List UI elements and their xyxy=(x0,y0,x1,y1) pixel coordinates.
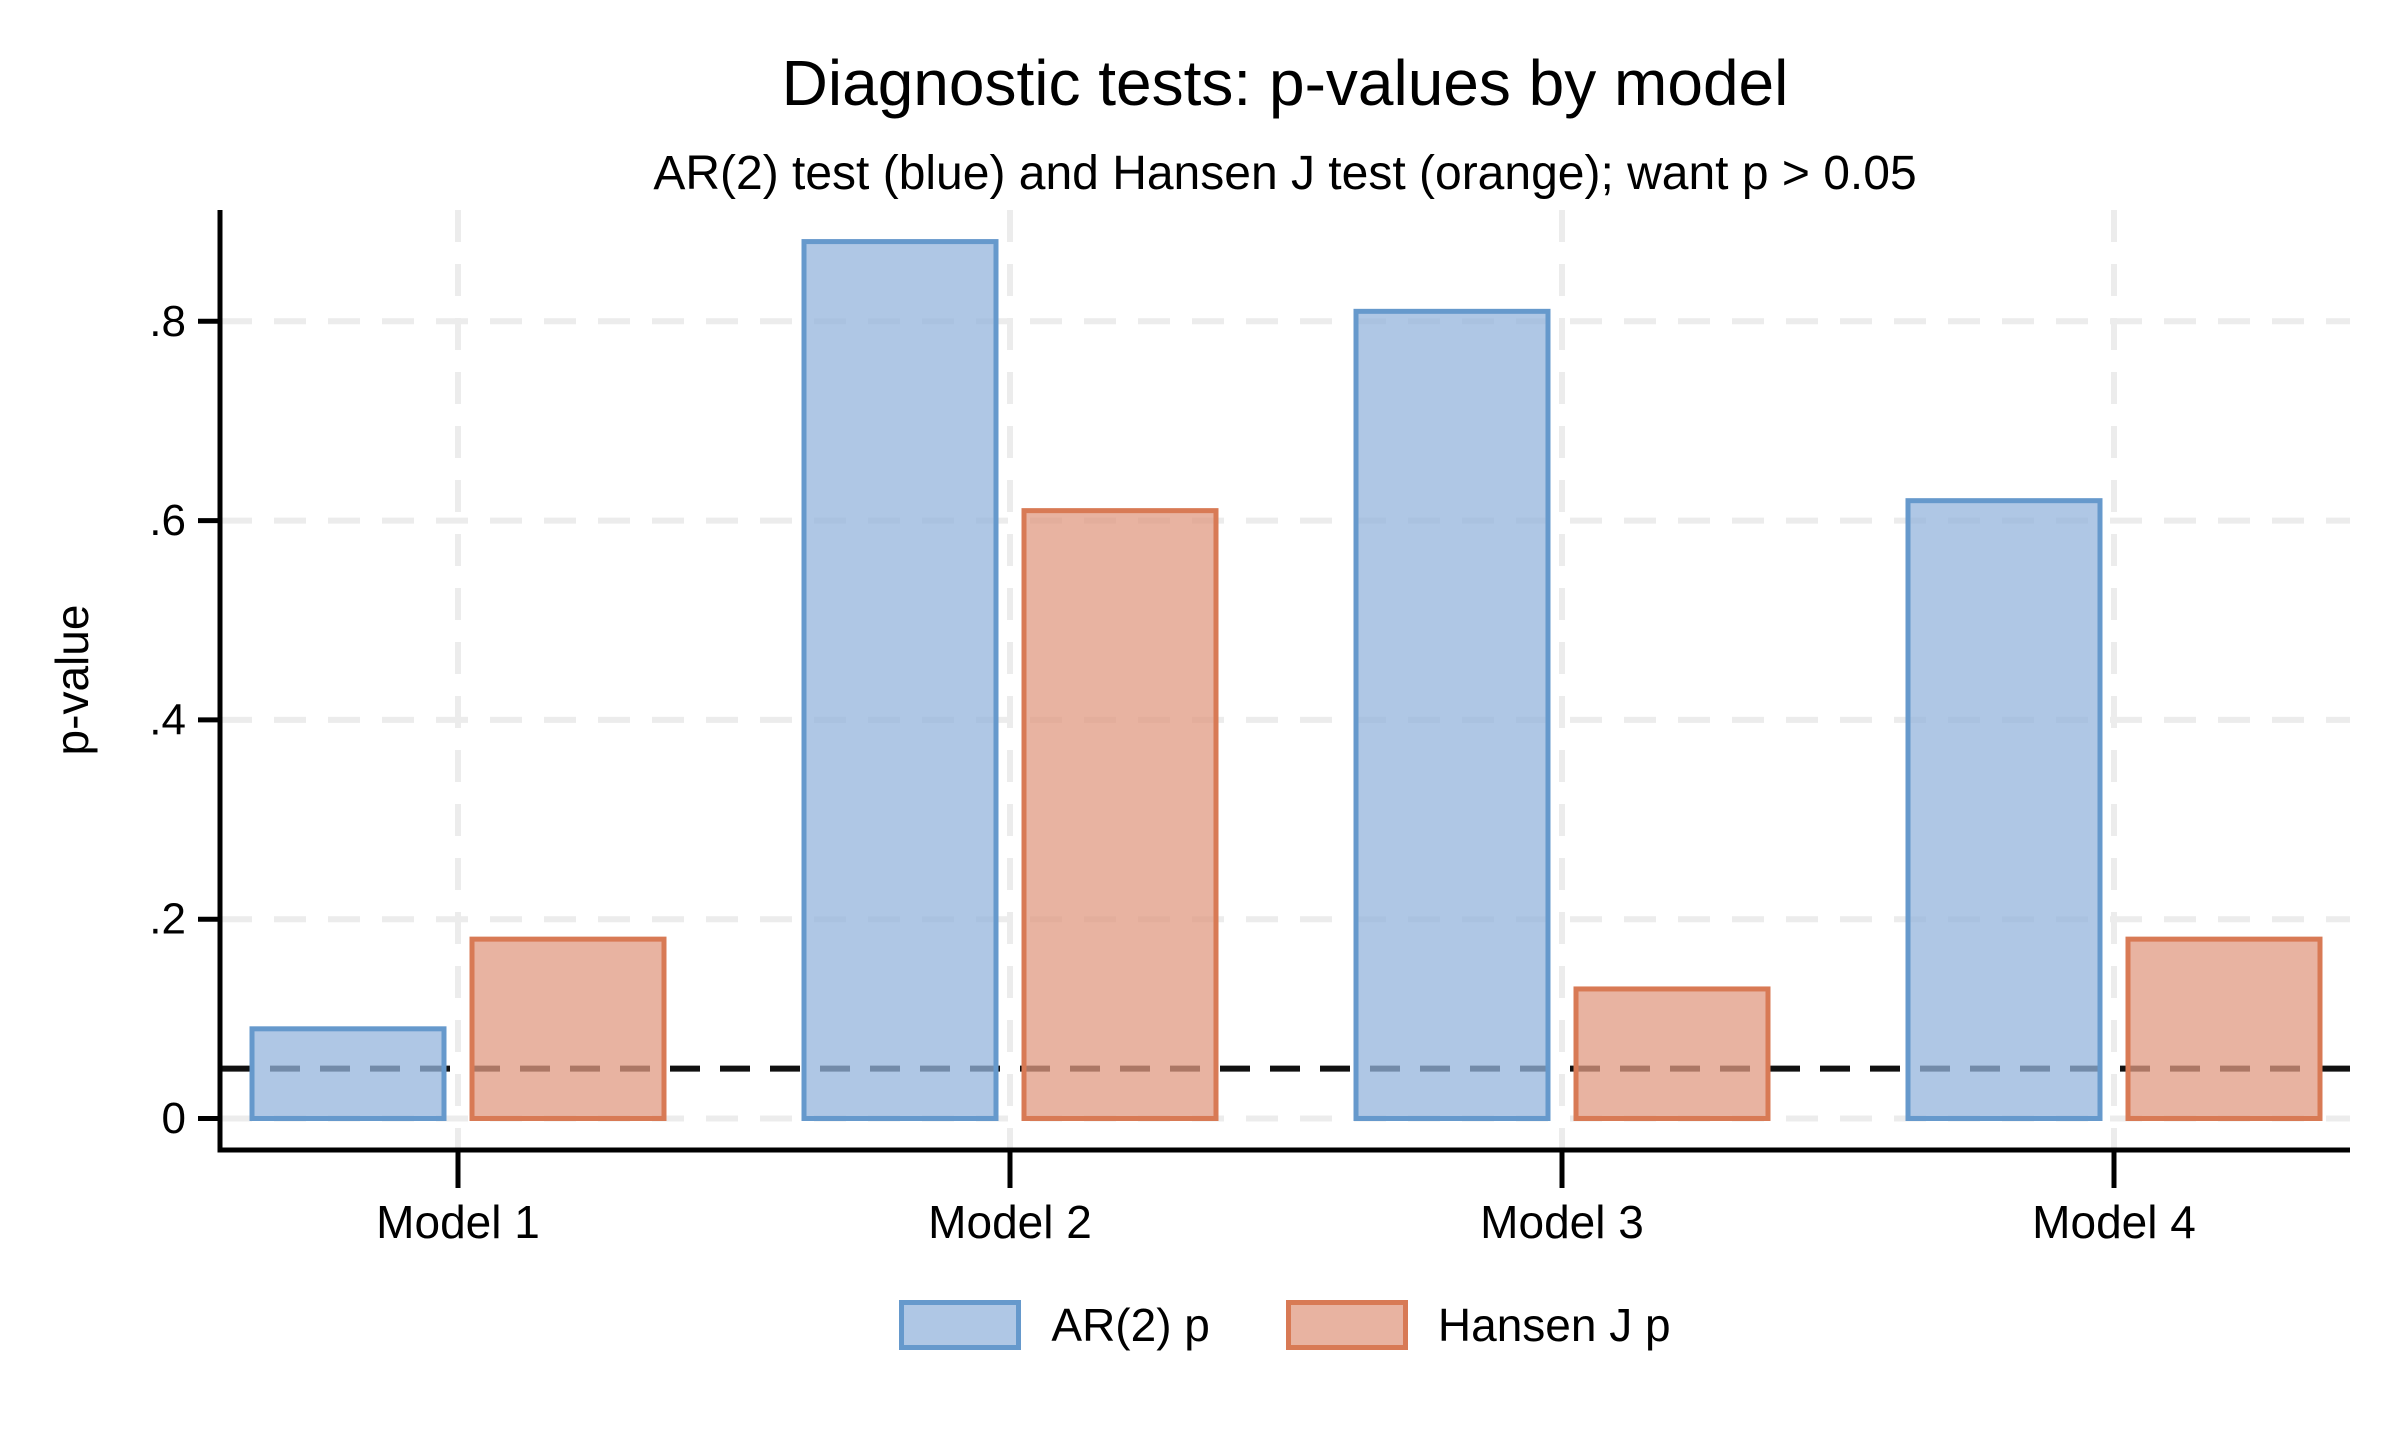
y-tick-label-.4: .4 xyxy=(149,695,186,744)
chart-title: Diagnostic tests: p-values by model xyxy=(781,47,1789,119)
legend-item-ar2: AR(2) p xyxy=(899,1298,1210,1352)
x-tick-label-2: Model 2 xyxy=(928,1196,1092,1248)
y-tick-label-.6: .6 xyxy=(149,496,186,545)
y-tick-label-.8: .8 xyxy=(149,297,186,346)
legend-label-ar2: AR(2) p xyxy=(1051,1299,1210,1351)
bar-ar2p-model1 xyxy=(249,1026,447,1121)
bar-ar2p-model2 xyxy=(801,239,999,1121)
bar-hansenjp-model2 xyxy=(1021,508,1219,1121)
y-tick-label-0: 0 xyxy=(162,1094,186,1143)
bar-hansenjp-model3 xyxy=(1573,986,1771,1122)
y-tick-label-.2: .2 xyxy=(149,895,186,944)
chart-subtitle: AR(2) test (blue) and Hansen J test (ora… xyxy=(653,147,1917,200)
x-tick-label-3: Model 3 xyxy=(1480,1196,1644,1248)
legend-swatch-hansen xyxy=(1285,1300,1408,1350)
x-tick-label-4: Model 4 xyxy=(2032,1196,2196,1248)
bar-hansenjp-model1 xyxy=(469,936,667,1121)
x-tick-label-1: Model 1 xyxy=(376,1196,540,1248)
bar-hansenjp-model4 xyxy=(2125,936,2323,1121)
legend-label-hansen: Hansen J p xyxy=(1437,1299,1671,1351)
legend-swatch-ar2 xyxy=(899,1300,1022,1350)
bar-ar2p-model4 xyxy=(1905,498,2103,1122)
bar-ar2p-model3 xyxy=(1353,308,1551,1121)
legend-item-hansen: Hansen J p xyxy=(1285,1298,1671,1352)
legend: AR(2) p Hansen J p xyxy=(220,1298,2350,1352)
